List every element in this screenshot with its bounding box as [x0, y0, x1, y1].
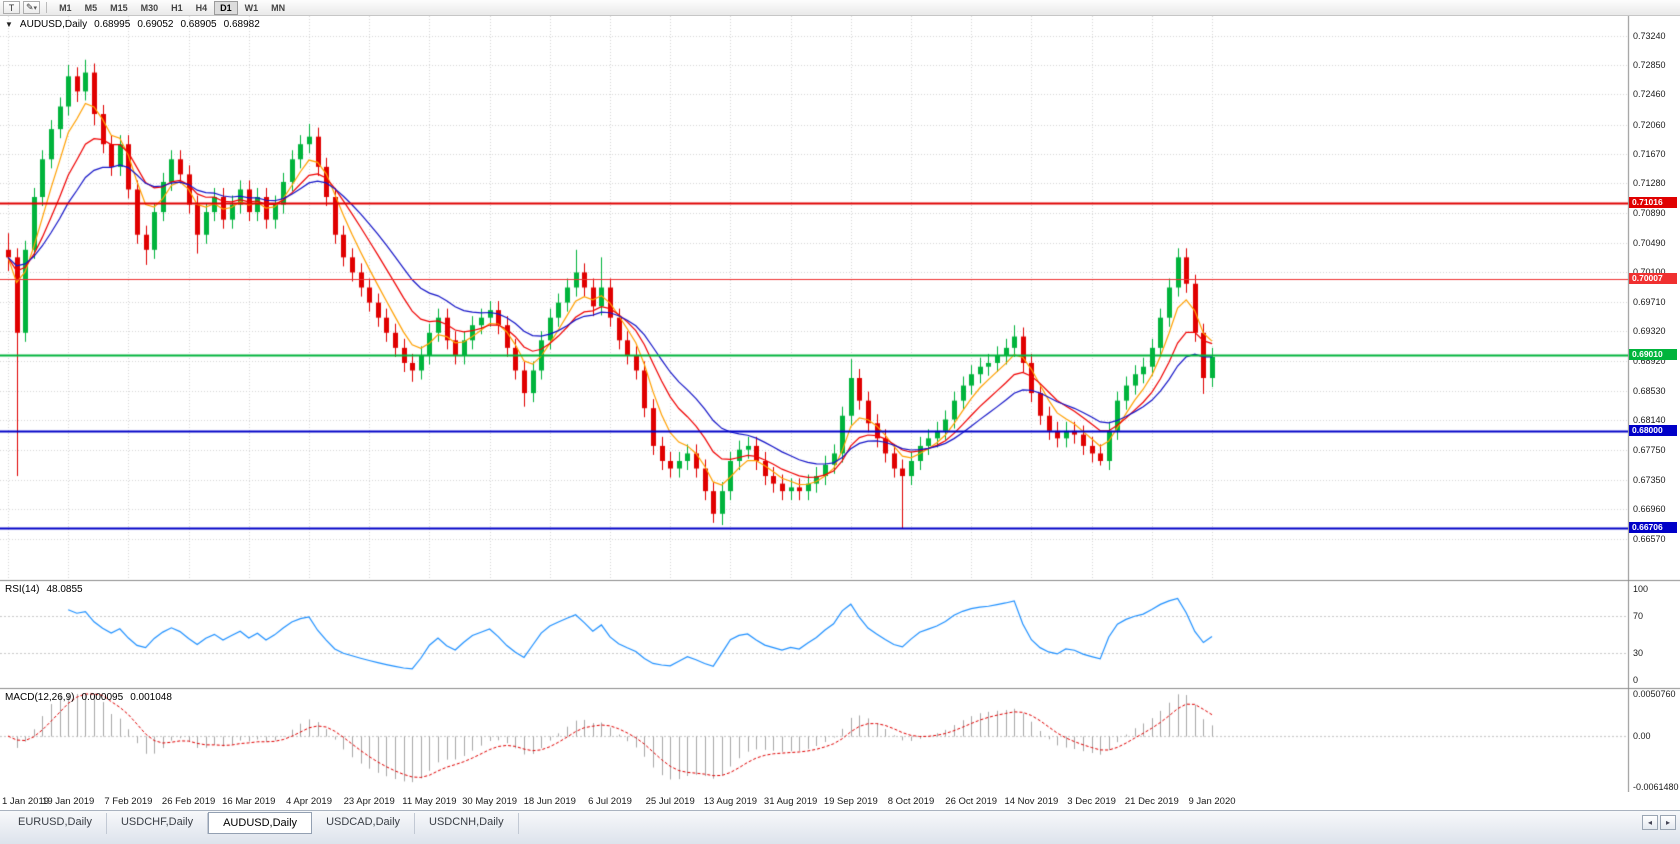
date-label: 7 Feb 2019	[104, 796, 153, 807]
date-label: 19 Sep 2019	[823, 796, 878, 807]
date-label: 18 Jun 2019	[523, 796, 576, 807]
date-label: 3 Dec 2019	[1067, 796, 1116, 807]
date-label: 16 Mar 2019	[222, 796, 276, 807]
chart-type-button[interactable]: T	[3, 1, 20, 14]
price-axis-label: 0.70890	[1633, 207, 1666, 218]
date-label: 11 May 2019	[402, 796, 457, 807]
date-label: 9 Jan 2020	[1188, 796, 1236, 807]
price-axis-label: 0.69320	[1633, 326, 1666, 337]
chart-tabs-bar: EURUSD,Daily USDCHF,Daily AUDUSD,Daily USDC…	[0, 810, 1680, 844]
toolbar-separator	[46, 2, 48, 13]
chart-tab-usdcad[interactable]: USDCAD,Daily	[312, 813, 416, 834]
tab-scroll-arrows: ◂ ▸	[1642, 815, 1676, 830]
date-label: 19 Jan 2019	[42, 796, 95, 807]
macd-indicator-label: MACD(12,26,9)	[5, 692, 75, 703]
date-label: 26 Feb 2019	[161, 796, 216, 807]
date-label: 8 Oct 2019	[887, 796, 935, 807]
rsi-indicator-label: RSI(14)	[5, 584, 40, 595]
ohlc-close-value: 0.68982	[223, 19, 260, 30]
price-axis-label: 0.70100	[1633, 267, 1666, 278]
price-line-badge: 0.69010	[1629, 348, 1677, 360]
date-label: 23 Apr 2019	[343, 796, 395, 807]
date-label: 1 Jan 2019	[2, 796, 50, 807]
price-axis-label: 0.72460	[1633, 89, 1666, 100]
rsi-axis-label: 100	[1633, 584, 1649, 594]
price-axis-label: 0.70490	[1633, 238, 1666, 249]
price-line-badge: 0.66706	[1629, 522, 1677, 534]
chevron-down-icon: ▾	[33, 5, 38, 12]
price-axis-label: 0.68530	[1633, 385, 1666, 396]
macd-axis-label: 0.00	[1633, 731, 1651, 742]
price-line-badge: 0.68000	[1629, 424, 1677, 436]
macd-header: MACD(12,26,9) 0.000095 0.001048	[5, 692, 172, 703]
price-line-badge: 0.70007	[1629, 273, 1677, 285]
tabs-scroll-left-button[interactable]: ◂	[1642, 815, 1658, 830]
top-toolbar: T ✎▾ M1 M5 M15 M30 H1 H4 D1 W1 MN	[0, 0, 1680, 16]
price-axis-label: 0.66570	[1633, 533, 1666, 544]
timeframe-button-mn[interactable]: MN	[265, 1, 291, 15]
price-chart-canvas[interactable]	[0, 16, 1680, 792]
rsi-axis-label: 30	[1633, 647, 1644, 658]
pencil-icon: ✎	[26, 2, 34, 12]
rsi-indicator-value: 48.0855	[46, 584, 83, 595]
date-label: 26 Oct 2019	[945, 796, 998, 807]
price-axis-label: 0.68920	[1633, 356, 1666, 367]
price-axis-label: 0.68140	[1633, 415, 1666, 426]
price-axis-label: 0.71670	[1633, 149, 1666, 160]
date-label: 21 Dec 2019	[1124, 796, 1179, 807]
timeframe-button-h4[interactable]: H4	[190, 1, 214, 15]
price-axis-label: 0.71280	[1633, 178, 1666, 189]
price-axis-label: 0.67350	[1633, 474, 1666, 485]
timeframe-button-m5[interactable]: M5	[79, 1, 104, 15]
date-label: 30 May 2019	[462, 796, 518, 807]
timeframe-button-m30[interactable]: M30	[135, 1, 165, 15]
chart-ohlc-header: ▼ AUDUSD,Daily 0.68995 0.69052 0.68905 0…	[5, 19, 260, 30]
rsi-axis-label: 70	[1633, 611, 1644, 622]
chart-region: ▼ AUDUSD,Daily 0.68995 0.69052 0.68905 0…	[0, 16, 1680, 792]
timeframe-button-w1[interactable]: W1	[239, 1, 265, 15]
macd-signal-value: 0.001048	[130, 692, 172, 703]
date-label: 6 Jul 2019	[588, 796, 632, 807]
timeframe-group: M1 M5 M15 M30 H1 H4 D1 W1 MN	[53, 0, 291, 15]
date-label: 25 Jul 2019	[645, 796, 695, 807]
macd-histogram-value: 0.000095	[81, 692, 124, 703]
price-line-badge: 0.71016	[1629, 197, 1677, 209]
date-label: 4 Apr 2019	[286, 796, 332, 807]
chart-tab-audusd[interactable]: AUDUSD,Daily	[208, 812, 313, 834]
timeframe-button-m1[interactable]: M1	[53, 1, 78, 15]
price-axis-label: 0.67750	[1633, 444, 1666, 455]
ohlc-collapse-arrow[interactable]: ▼	[5, 20, 13, 29]
macd-axis-label: -0.0061480	[1633, 782, 1679, 792]
timeframe-button-h1[interactable]: H1	[165, 1, 189, 15]
chart-tabs: EURUSD,Daily USDCHF,Daily AUDUSD,Daily USDC…	[0, 811, 1680, 834]
macd-axis-label: 0.0050760	[1633, 689, 1676, 699]
rsi-header: RSI(14) 48.0855	[5, 584, 83, 595]
price-axis-label: 0.66960	[1633, 504, 1666, 515]
date-label: 13 Aug 2019	[703, 796, 758, 807]
date-label: 31 Aug 2019	[763, 796, 818, 807]
chart-tab-usdchf[interactable]: USDCHF,Daily	[107, 813, 209, 834]
rsi-axis-label: 0	[1633, 675, 1639, 685]
price-axis-label: 0.72850	[1633, 60, 1666, 71]
ohlc-high-value: 0.69052	[137, 19, 174, 30]
price-axis-label: 0.72060	[1633, 119, 1666, 130]
price-axis-label: 0.69710	[1633, 296, 1666, 307]
ohlc-open-value: 0.68995	[94, 19, 131, 30]
chart-symbol-label: AUDUSD,Daily	[19, 19, 88, 30]
time-axis: 1 Jan 2019 19 Jan 2019 7 Feb 2019 26 Feb 20…	[0, 792, 1680, 810]
date-label: 14 Nov 2019	[1004, 796, 1059, 807]
draw-tool-button[interactable]: ✎▾	[23, 1, 41, 14]
ohlc-low-value: 0.68905	[180, 19, 217, 30]
chart-tab-eurusd[interactable]: EURUSD,Daily	[4, 813, 107, 834]
timeframe-button-m15[interactable]: M15	[104, 1, 134, 15]
tabs-scroll-right-button[interactable]: ▸	[1660, 815, 1676, 830]
chart-tab-usdcnh[interactable]: USDCNH,Daily	[415, 813, 519, 834]
timeframe-button-d1[interactable]: D1	[214, 0, 238, 15]
price-axis-label: 0.73240	[1633, 30, 1666, 41]
